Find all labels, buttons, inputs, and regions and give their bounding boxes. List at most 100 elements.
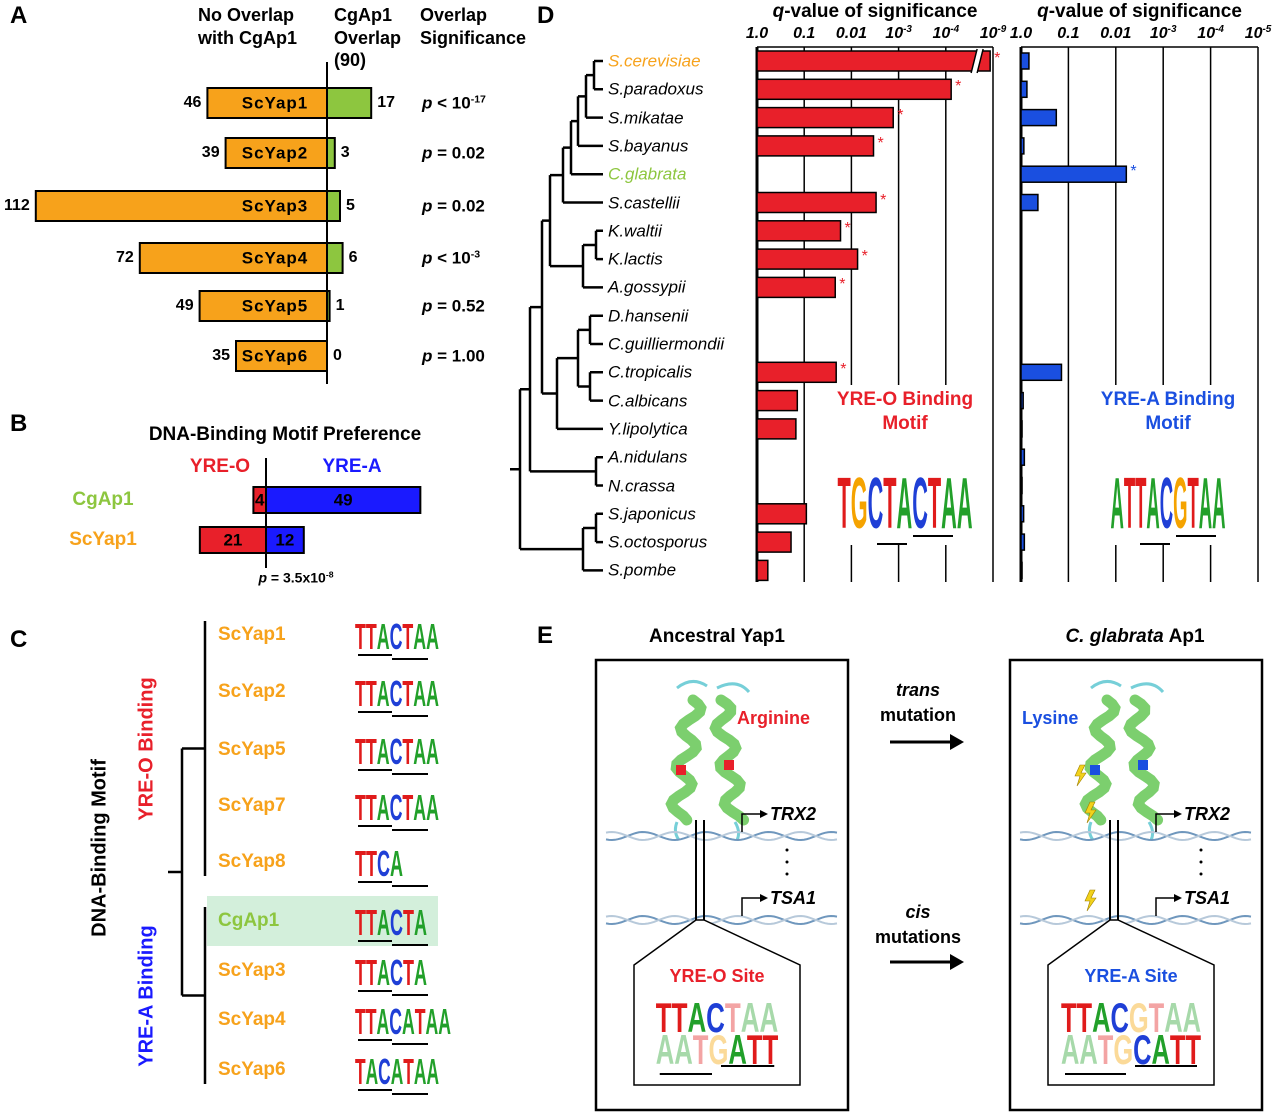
bar — [1020, 165, 1128, 183]
logo-letter: T — [1188, 462, 1199, 544]
value-label: 112 — [3, 197, 30, 214]
bar — [756, 531, 792, 553]
logo-letter: A — [1183, 994, 1201, 1041]
logo-letter: A — [426, 731, 439, 772]
arrow-head — [1174, 810, 1182, 818]
species-label: S.paradoxus — [608, 79, 704, 99]
logo-letter: A — [1061, 1026, 1079, 1073]
logo-letter: T — [355, 902, 366, 943]
logo-letter: T — [1170, 1026, 1186, 1073]
bar — [326, 190, 341, 222]
bar — [326, 87, 373, 119]
logo-letter: A — [414, 902, 427, 943]
bar — [756, 248, 859, 270]
logo-letter: T — [355, 1001, 366, 1042]
logo-letter: A — [426, 673, 439, 714]
value-label: 35 — [212, 347, 230, 364]
lightning — [1084, 801, 1097, 824]
category-label: ScYap1 — [69, 529, 137, 551]
sequence-logo: TTACTAA — [355, 616, 439, 657]
logo-letter: A — [1164, 994, 1182, 1041]
logo-letter: G — [1113, 1026, 1133, 1073]
logo-letter: A — [760, 994, 779, 1041]
bar — [756, 220, 842, 242]
lightning — [1074, 764, 1087, 787]
logo-letter: A — [413, 731, 426, 772]
logo-letter: A — [1152, 1026, 1170, 1073]
logo-letter: T — [838, 462, 851, 544]
logo-letter: T — [402, 787, 413, 828]
annotation: p = 3.5x10-8 — [258, 569, 333, 587]
logo-letter: A — [413, 616, 426, 657]
axis-break — [971, 49, 984, 73]
logo-letter: A — [741, 994, 760, 1041]
protein-label: CgAp1 — [218, 910, 280, 932]
significance-marker: * — [839, 276, 846, 294]
protein-tail — [1087, 680, 1165, 841]
logo-letter: A — [957, 462, 973, 544]
species-label: C.tropicalis — [608, 362, 693, 382]
logo-letter: T — [355, 843, 366, 884]
logo-letter: T — [725, 994, 741, 1041]
logo-letter: A — [674, 1026, 693, 1073]
panel-label: C — [10, 626, 28, 653]
text-part: C. glabrata — [1065, 626, 1164, 648]
residue — [1090, 765, 1100, 775]
significance-marker: * — [1130, 163, 1137, 181]
value-label: 4 — [254, 490, 265, 510]
x-tick-label: 0.1 — [793, 25, 816, 42]
logo-letter: G — [1129, 994, 1149, 1041]
logo-letter: A — [1146, 462, 1159, 544]
logo-letter: C — [390, 616, 403, 657]
site-label: YRE-A Site — [1084, 965, 1178, 986]
text-part: -5 — [1262, 24, 1272, 36]
logo-letter: T — [366, 731, 377, 772]
logo-letter: A — [1092, 994, 1110, 1041]
logo-letter: T — [355, 787, 366, 828]
logo-letter: T — [883, 462, 896, 544]
bar — [756, 191, 877, 214]
bar — [756, 361, 837, 384]
promoter-arrow — [1155, 897, 1176, 916]
arrow-head — [760, 894, 768, 902]
category-label: ScYap4 — [241, 248, 309, 268]
residue — [1138, 760, 1148, 770]
value-label: 1 — [335, 297, 345, 314]
arrow-label: cis — [905, 901, 931, 922]
logo-letter: A — [941, 462, 957, 544]
species-label: S.mikatae — [608, 107, 684, 127]
bar — [1020, 533, 1026, 551]
x-tick-label: 10-4 — [932, 24, 959, 44]
bar — [1020, 137, 1025, 155]
legend-entry: YRE-O — [189, 456, 251, 478]
value-label: 46 — [183, 94, 202, 111]
legend-entry: YRE-A — [322, 456, 382, 478]
logo-letter: A — [377, 1001, 390, 1042]
lightning — [1084, 889, 1097, 912]
logo-letter: A — [1079, 1026, 1097, 1073]
logo-letter: T — [403, 902, 414, 943]
text-part: Ap1 — [1168, 626, 1205, 648]
species-label: A.nidulans — [608, 447, 688, 467]
residue-label: Arginine — [737, 707, 811, 728]
text-part: 1.0 — [1009, 25, 1033, 42]
text-part: -4 — [950, 24, 960, 36]
text-part: 10 — [885, 25, 904, 42]
text-part: -3 — [470, 248, 481, 261]
bar — [1020, 505, 1025, 523]
chart-title: DNA-Binding Motif Preference — [148, 424, 422, 446]
logo-letter: A — [413, 787, 426, 828]
text-part: -3 — [1167, 24, 1177, 36]
arrow-head — [950, 954, 964, 970]
bar — [756, 276, 836, 299]
logo-letter: T — [366, 673, 377, 714]
sequence-logo: TTACTAA — [355, 731, 439, 772]
dot — [1199, 872, 1203, 876]
logo-letter: C — [390, 952, 403, 993]
logo-letter: C — [390, 902, 403, 943]
gene-label: TSA1 — [1184, 887, 1231, 908]
bar — [198, 290, 329, 322]
protein-helix — [1123, 694, 1164, 826]
panel-label: B — [10, 410, 28, 437]
bar — [1020, 193, 1039, 212]
